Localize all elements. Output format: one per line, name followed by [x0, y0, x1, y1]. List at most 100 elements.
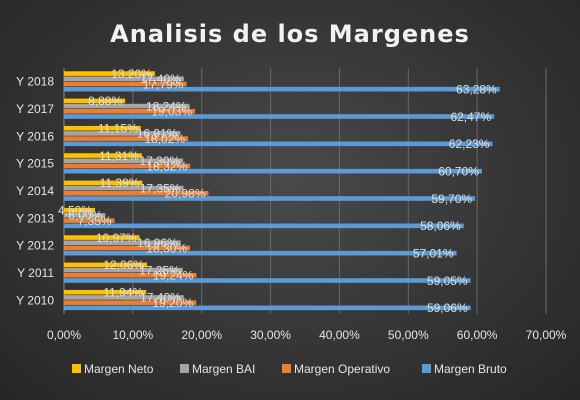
bars-layer	[64, 71, 500, 311]
data-label: 11,15%	[98, 122, 138, 136]
bar	[64, 305, 471, 311]
legend-label: Margen BAI	[192, 362, 255, 376]
legend-label: Margen Operativo	[294, 362, 390, 376]
bar	[64, 141, 493, 147]
bar	[64, 213, 106, 218]
data-label: 13,20%	[111, 67, 152, 81]
y-axis: Y 2010 Y 2011 Y 2012 Y 2013 Y 2014 Y 2015 Y 20…	[16, 75, 54, 308]
bar	[64, 196, 476, 201]
legend-label: Margen Bruto	[434, 362, 507, 376]
legend-swatch	[422, 364, 431, 373]
bar	[64, 131, 181, 136]
bar	[64, 235, 140, 240]
bar	[64, 103, 190, 109]
data-label: 17,25%	[139, 263, 180, 277]
data-label: 6,00%	[68, 209, 102, 223]
data-label: 20,98%	[165, 187, 206, 201]
data-label: 11,39%	[100, 176, 140, 190]
bar	[64, 278, 471, 283]
data-label: 62,23%	[449, 137, 490, 151]
data-label: 60,70%	[438, 164, 479, 178]
legend: Margen Neto Margen BAI Margen Operativo Mar…	[72, 362, 507, 376]
bar	[64, 185, 184, 191]
y-tick-label: Y 2011	[17, 266, 54, 280]
legend-swatch	[180, 364, 189, 373]
y-tick-label: Y 2014	[16, 184, 54, 198]
data-label: 63,28%	[456, 82, 497, 96]
bar	[64, 207, 95, 213]
bar	[64, 114, 495, 119]
bar	[64, 81, 187, 87]
data-label: 17,40%	[140, 72, 181, 86]
bar	[64, 295, 184, 300]
data-label: 18,30%	[146, 241, 187, 255]
data-label: 17,40%	[140, 291, 181, 305]
y-tick-label: Y 2015	[16, 157, 54, 171]
data-label: 10,97%	[96, 231, 137, 245]
legend-swatch	[282, 364, 291, 373]
x-tick-label: 30,00%	[250, 328, 291, 342]
y-tick-label: Y 2018	[16, 75, 54, 89]
bar	[64, 267, 183, 273]
data-labels-layer: 11,94%17,40%19,20% 59,06%12,06%17,25%19,2…	[58, 67, 497, 315]
data-label: 19,03%	[151, 105, 192, 119]
bar	[64, 191, 209, 196]
data-label: 19,20%	[153, 296, 194, 310]
bar	[64, 71, 155, 76]
bar	[64, 250, 457, 256]
y-tick-label: Y 2016	[16, 129, 54, 143]
bar	[64, 163, 191, 169]
x-tick-label: 10,00%	[113, 328, 154, 342]
bar	[64, 76, 184, 82]
bar	[64, 180, 143, 186]
data-label: 17,79%	[143, 77, 184, 91]
data-label: 16,91%	[137, 127, 178, 141]
bar	[64, 98, 126, 104]
data-label: 62,47%	[450, 110, 491, 124]
data-label: 18,32%	[146, 159, 187, 173]
data-label: 11,94%	[103, 286, 143, 300]
data-label: 12,06%	[103, 258, 144, 272]
bar	[64, 158, 184, 164]
data-label: 17,30%	[139, 154, 180, 168]
bar	[64, 262, 148, 268]
data-label: 4,50%	[58, 204, 92, 218]
bar	[64, 168, 482, 174]
data-label: 18,24%	[146, 99, 187, 113]
data-label: 57,01%	[413, 246, 454, 260]
bar	[64, 218, 115, 223]
data-label: 59,70%	[431, 192, 472, 206]
x-tick-label: 70,00%	[526, 328, 567, 342]
legend-label: Margen Neto	[84, 362, 154, 376]
bar	[64, 300, 197, 305]
bar	[64, 153, 142, 158]
bar	[64, 86, 500, 92]
data-label: 59,05%	[427, 274, 468, 288]
data-label: 16,96%	[137, 236, 178, 250]
bar	[64, 273, 197, 278]
x-tick-label: 20,00%	[181, 328, 222, 342]
data-label: 19,24%	[153, 269, 194, 283]
data-label: 59,06%	[427, 301, 468, 315]
y-tick-label: Y 2017	[16, 102, 54, 116]
bar	[64, 223, 464, 229]
y-tick-label: Y 2012	[16, 239, 54, 253]
bar	[64, 125, 141, 131]
x-tick-label: 50,00%	[388, 328, 429, 342]
bar	[64, 109, 196, 114]
legend-swatch	[72, 364, 81, 373]
data-label: 18,02%	[144, 132, 185, 146]
y-tick-label: Y 2010	[16, 293, 54, 307]
data-label: 11,31%	[99, 149, 139, 163]
bar	[64, 240, 181, 246]
bar	[64, 245, 191, 251]
x-tick-label: 40,00%	[319, 328, 360, 342]
data-label: 58,06%	[420, 219, 461, 233]
bar	[64, 289, 147, 295]
x-tick-label: 0,00%	[47, 328, 81, 342]
data-label: 7,35%	[78, 214, 112, 228]
data-label: 17,35%	[140, 181, 181, 195]
bar	[64, 136, 189, 141]
chart-title: Analisis de los Margenes	[110, 20, 470, 48]
